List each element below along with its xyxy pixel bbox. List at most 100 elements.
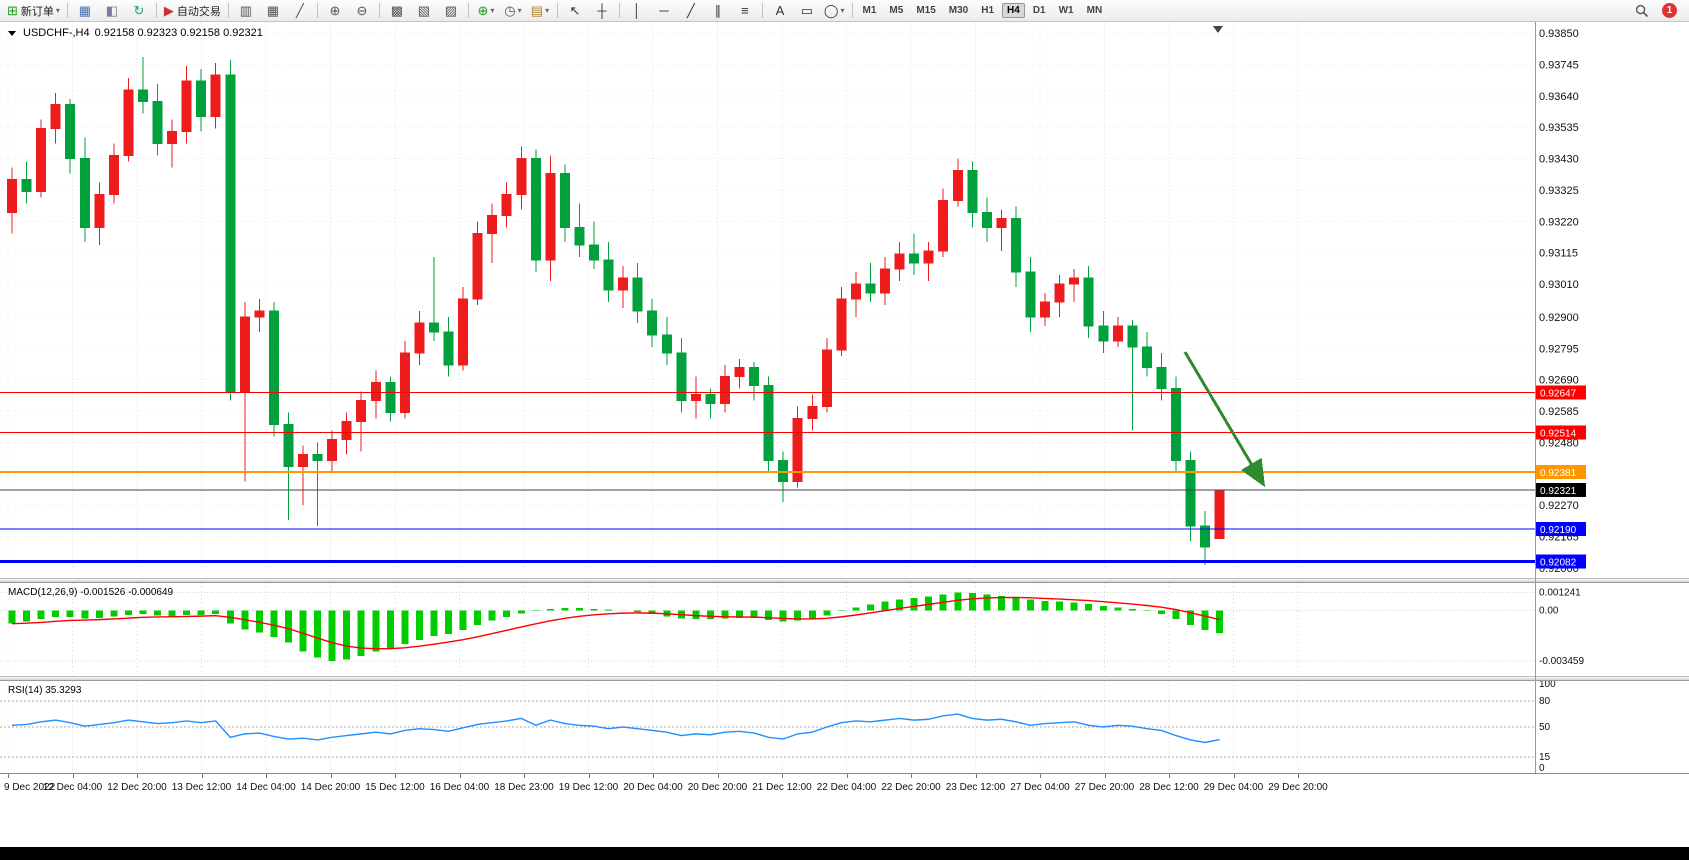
- svg-text:0.00: 0.00: [1539, 605, 1559, 616]
- arrange-horizontal-icon[interactable]: ▧: [411, 1, 437, 21]
- time-axis[interactable]: 9 Dec 2022 12 Dec 04:00 12 Dec 20:00 13 Dec…: [0, 773, 1689, 799]
- shapes-icon: ◯: [823, 2, 839, 18]
- timeframe-mn[interactable]: MN: [1086, 5, 1103, 16]
- time-tick: [653, 774, 654, 778]
- trendline-icon: ╱: [687, 2, 695, 18]
- cursor-icon: ↖: [569, 2, 581, 18]
- svg-text:0.92647: 0.92647: [1540, 389, 1577, 400]
- line-chart-icon: ╱: [296, 2, 304, 18]
- svg-text:0.92690: 0.92690: [1539, 375, 1579, 387]
- trendline-icon[interactable]: ╱: [678, 1, 704, 21]
- indicators-icon[interactable]: ⊕ ▾: [473, 1, 499, 21]
- main-chart-panel[interactable]: 0.93850 0.93745 0.93640 0.93535 0.93430 0.933…: [0, 22, 1689, 578]
- svg-text:0.93745: 0.93745: [1539, 59, 1579, 71]
- time-tick: [266, 774, 267, 778]
- timeframe-d1[interactable]: D1: [1032, 5, 1046, 16]
- time-label: 19 Dec 12:00: [558, 782, 619, 793]
- svg-text:-0.003459: -0.003459: [1539, 656, 1584, 667]
- macd-label: MACD(12,26,9) -0.001526 -0.000649: [8, 587, 174, 598]
- svg-text:0.92585: 0.92585: [1539, 406, 1579, 418]
- time-label: 23 Dec 12:00: [945, 782, 1006, 793]
- shapes-icon[interactable]: ◯ ▾: [821, 1, 848, 21]
- toolbar-separator: [851, 3, 853, 18]
- time-label: 14 Dec 04:00: [236, 782, 296, 793]
- timeframe-h4[interactable]: H4: [1002, 3, 1025, 18]
- macd-signal-line: [11, 596, 1220, 650]
- candlesticks: [7, 56, 1225, 566]
- new-order-icon: ⊞: [7, 2, 18, 18]
- panel-splitter[interactable]: [0, 676, 1689, 681]
- time-label: 18 Dec 23:00: [494, 782, 554, 793]
- window-bottom-strip: [0, 847, 1689, 860]
- search-icon[interactable]: [1629, 1, 1655, 21]
- arrange-vertical-icon[interactable]: ▨: [438, 1, 464, 21]
- label-icon[interactable]: ▭: [794, 1, 820, 21]
- templates-icon[interactable]: ▤ ▾: [527, 1, 553, 21]
- svg-text:0.92321: 0.92321: [1540, 486, 1577, 497]
- vertical-line-icon[interactable]: │: [624, 1, 650, 21]
- auto-trading-button[interactable]: ▶ 自动交易: [161, 1, 224, 21]
- fibonacci-icon[interactable]: ≡: [732, 1, 758, 21]
- dropdown-arrow-icon: ▾: [55, 6, 60, 15]
- periods-icon[interactable]: ◷ ▾: [500, 1, 526, 21]
- auto-trading-button-label: 自动交易: [176, 5, 221, 18]
- zoom-out-icon[interactable]: ⊖: [349, 1, 375, 21]
- zoom-in-icon[interactable]: ⊕: [322, 1, 348, 21]
- timeframe-m15[interactable]: M15: [916, 5, 936, 16]
- toolbar-separator: [227, 3, 229, 18]
- svg-text:0.92514: 0.92514: [1540, 428, 1577, 439]
- time-tick: [72, 774, 74, 778]
- timeframe-h1[interactable]: H1: [981, 5, 995, 16]
- dropdown-arrow-icon: ▾: [490, 6, 495, 15]
- timeframe-m30[interactable]: M30: [948, 5, 969, 16]
- horizontal-line-objects[interactable]: [0, 392, 1535, 563]
- time-label: 13 Dec 12:00: [171, 782, 232, 793]
- svg-text:0.93850: 0.93850: [1539, 28, 1579, 40]
- horizontal-line-icon[interactable]: ─: [651, 1, 677, 21]
- svg-text:0.92190: 0.92190: [1540, 525, 1577, 536]
- chart-shift-marker[interactable]: [1213, 26, 1223, 33]
- charts-window-icon: ▦: [78, 2, 92, 18]
- channel-icon[interactable]: ∥: [705, 1, 731, 21]
- price-tags: 0.92647 0.92514 0.92381 0.92321 0.92190 0.920…: [1536, 385, 1586, 569]
- trend-arrow-object[interactable]: [1183, 351, 1266, 488]
- timeframe-m5[interactable]: M5: [889, 5, 904, 16]
- svg-text:0.92900: 0.92900: [1539, 312, 1579, 324]
- timeframe-m1[interactable]: M1: [862, 5, 877, 16]
- notification-badge[interactable]: 1: [1662, 3, 1677, 18]
- timeframe-w1[interactable]: W1: [1058, 5, 1074, 16]
- toolbar-separator: [761, 3, 763, 18]
- time-label: 27 Dec 20:00: [1074, 782, 1135, 793]
- bar-chart-icon[interactable]: ▥: [233, 1, 259, 21]
- new-order-button[interactable]: ⊞ 新订单 ▾: [4, 1, 63, 21]
- line-chart-icon[interactable]: ╱: [287, 1, 313, 21]
- time-tick: [137, 774, 138, 778]
- profiles-icon[interactable]: ◧: [99, 1, 125, 21]
- panel-splitter[interactable]: [0, 578, 1689, 583]
- dropdown-arrow-icon: ▾: [840, 6, 845, 15]
- time-label: 22 Dec 04:00: [816, 782, 877, 793]
- text-icon[interactable]: A: [767, 1, 793, 21]
- macd-grid: [0, 583, 1535, 676]
- time-label: 28 Dec 12:00: [1139, 782, 1199, 793]
- refresh-icon[interactable]: ↻: [126, 1, 152, 21]
- rsi-panel[interactable]: 100 80 50 150: [0, 681, 1689, 773]
- main-toolbar: ⊞ 新订单 ▾ ▦ ◧ ↻ ▶ 自动交易 ▥ ▦ ╱ ⊕ ⊖ ▩ ▧ ▨ ⊕ ▾ ◷ ▾ ▤ ▾ ↖ ┼ │ ─ ╱ ∥ ≡ A ▭ ◯ ▾ M1…: [0, 0, 1689, 22]
- time-label: 22 Dec 20:00: [881, 782, 941, 793]
- svg-text:0.93115: 0.93115: [1539, 248, 1578, 260]
- macd-panel[interactable]: 0.001241 0.00 -0.003459: [0, 583, 1689, 676]
- charts-window-icon[interactable]: ▦: [72, 1, 98, 21]
- crosshair-icon[interactable]: ┼: [589, 1, 615, 21]
- bar-chart-icon: ▥: [239, 2, 253, 18]
- svg-text:0.93325: 0.93325: [1539, 185, 1579, 197]
- toolbar-separator: [66, 3, 68, 18]
- tile-windows-icon[interactable]: ▩: [384, 1, 410, 21]
- candlestick-chart-icon[interactable]: ▦: [260, 1, 286, 21]
- svg-text:80: 80: [1539, 696, 1551, 707]
- time-tick: [782, 774, 783, 778]
- cursor-icon[interactable]: ↖: [562, 1, 588, 21]
- toolbar-separator: [378, 3, 380, 18]
- collapse-icon[interactable]: [8, 30, 16, 36]
- time-tick: [1298, 774, 1299, 778]
